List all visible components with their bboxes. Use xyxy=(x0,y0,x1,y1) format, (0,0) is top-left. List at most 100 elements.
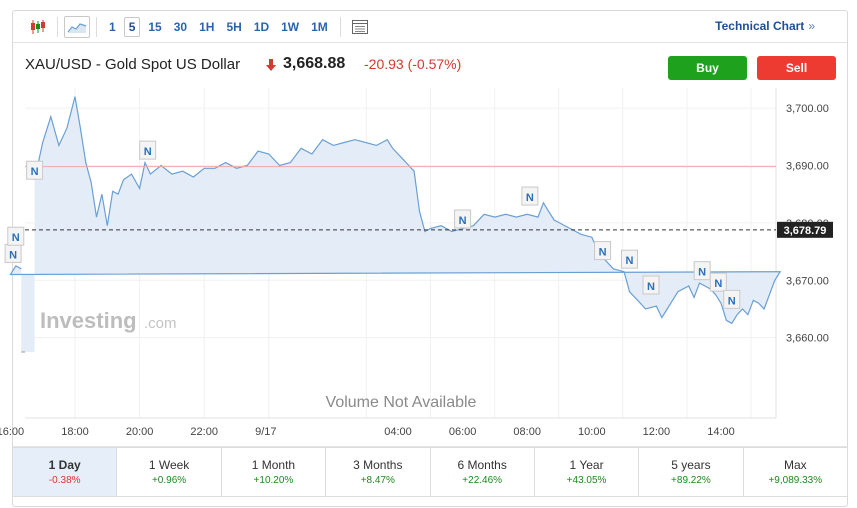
period-1-week[interactable]: 1 Week +0.96% xyxy=(117,447,222,497)
interval-30[interactable]: 30 xyxy=(173,19,188,34)
period-change: +10.20% xyxy=(253,475,294,486)
news-marker-box xyxy=(26,160,44,180)
x-tick-label: 10:00 xyxy=(578,426,606,438)
period-label: Max xyxy=(783,458,807,472)
period-label: 1 Month xyxy=(251,458,296,472)
period-1-year[interactable]: 1 Year +43.05% xyxy=(534,447,640,497)
news-marker-box xyxy=(693,261,711,281)
news-marker-label: N xyxy=(9,249,17,261)
investing-watermark-suffix: .com xyxy=(144,315,177,332)
x-tick-label: 06:00 xyxy=(449,426,477,438)
news-marker-box xyxy=(620,249,638,269)
sell-button[interactable]: Sell xyxy=(757,56,836,80)
period-label: 6 Months xyxy=(457,458,507,472)
technical-chart-label: Technical Chart xyxy=(715,19,805,33)
last-price: 3,668.88 xyxy=(283,55,346,72)
period-change: +0.96% xyxy=(151,475,187,486)
news-marker[interactable]: N xyxy=(521,186,539,206)
news-marker-label: N xyxy=(599,247,607,259)
interval-1h[interactable]: 1H xyxy=(199,19,215,34)
news-marker-label: N xyxy=(647,281,655,293)
chart-toolbar: 1 5 15 30 1H 5H 1D 1W 1M Technical Chart» xyxy=(13,11,847,43)
interval-1m[interactable]: 1M xyxy=(311,19,328,34)
x-tick-label: 22:00 xyxy=(190,426,218,438)
x-tick-label: 04:00 xyxy=(384,426,412,438)
volume-not-available: Volume Not Available xyxy=(326,394,477,411)
news-marker-label: N xyxy=(728,295,736,307)
current-price-label-box xyxy=(777,221,833,238)
toolbar-divider xyxy=(57,16,58,37)
news-marker[interactable]: N xyxy=(4,243,22,263)
table-icon[interactable] xyxy=(347,16,373,38)
news-marker[interactable]: N xyxy=(693,261,711,281)
down-arrow-icon xyxy=(266,58,276,76)
y-tick-label: 3,670.00 xyxy=(786,275,829,287)
interval-5h[interactable]: 5H xyxy=(226,19,242,34)
news-marker[interactable]: N xyxy=(723,289,741,309)
news-marker-label: N xyxy=(12,232,20,244)
performance-periods: 1 Day -0.38% 1 Week +0.96% 1 Month +10.20% 3 M… xyxy=(12,446,848,497)
instrument-header: XAU/USD - Gold Spot US Dollar 3,668.88 -… xyxy=(13,53,847,80)
interval-1[interactable]: 1 xyxy=(109,19,116,34)
x-tick-label: 18:00 xyxy=(61,426,89,438)
period-change: +43.05% xyxy=(566,475,607,486)
price-change: -20.93 (-0.57%) xyxy=(364,56,461,72)
period-label: 1 Day xyxy=(48,458,81,472)
period-3-months[interactable]: 3 Months +8.47% xyxy=(326,447,431,497)
news-marker-box xyxy=(521,186,539,206)
news-marker-box xyxy=(709,272,727,292)
news-marker[interactable]: N xyxy=(594,241,612,261)
x-tick-label: 16:00 xyxy=(0,426,24,438)
buy-button[interactable]: Buy xyxy=(668,56,747,80)
interval-15[interactable]: 15 xyxy=(148,19,162,34)
period-change: +9,089.33% xyxy=(768,475,823,486)
period-5-years[interactable]: 5 years +89.22% xyxy=(639,447,744,497)
toolbar-divider xyxy=(96,16,97,37)
x-tick-label: 14:00 xyxy=(707,426,735,438)
period-change: +22.46% xyxy=(462,475,503,486)
area-chart-icon[interactable] xyxy=(64,15,90,38)
news-marker[interactable]: N xyxy=(620,249,638,269)
period-6-months[interactable]: 6 Months +22.46% xyxy=(430,447,535,497)
price-chart[interactable]: 3,700.003,690.003,680.003,670.003,660.00… xyxy=(0,0,857,446)
news-marker-label: N xyxy=(714,278,722,290)
news-marker-box xyxy=(139,140,157,160)
investing-watermark: Investing xyxy=(40,308,137,333)
interval-1d[interactable]: 1D xyxy=(253,19,270,34)
period-1-month[interactable]: 1 Month +10.20% xyxy=(221,447,327,497)
news-marker[interactable]: N xyxy=(454,209,472,229)
instrument-title: XAU/USD - Gold Spot US Dollar xyxy=(25,56,241,73)
price-change-value: -20.93 xyxy=(364,56,404,72)
news-marker-label: N xyxy=(31,166,39,178)
period-change: +89.22% xyxy=(671,475,711,486)
y-tick-label: 3,660.00 xyxy=(786,333,829,345)
interval-5[interactable]: 5 xyxy=(123,16,141,37)
news-marker-label: N xyxy=(626,255,634,267)
interval-1w[interactable]: 1W xyxy=(281,19,300,34)
y-tick-label: 3,690.00 xyxy=(786,160,829,172)
news-marker-box xyxy=(642,275,660,295)
x-tick-label: 20:00 xyxy=(126,426,154,438)
period-change: -0.38% xyxy=(48,475,81,486)
chevron-right-icon: » xyxy=(808,19,815,33)
price-change-percent: (-0.57%) xyxy=(407,56,462,72)
current-price-label: 3,678.79 xyxy=(784,225,827,237)
period-label: 5 years xyxy=(671,458,711,472)
technical-chart-link[interactable]: Technical Chart» xyxy=(715,19,815,33)
news-marker[interactable]: N xyxy=(709,272,727,292)
x-tick-label: 08:00 xyxy=(513,426,541,438)
news-marker[interactable]: N xyxy=(642,275,660,295)
news-marker-label: N xyxy=(698,267,706,279)
news-marker[interactable]: N xyxy=(26,160,44,180)
period-1-day[interactable]: 1 Day -0.38% xyxy=(12,447,118,497)
candlestick-icon[interactable] xyxy=(25,16,51,38)
news-marker[interactable]: N xyxy=(139,140,157,160)
x-tick-label: 12:00 xyxy=(643,426,671,438)
news-marker[interactable]: N xyxy=(7,226,25,246)
period-change: +8.47% xyxy=(360,475,395,486)
news-marker-box xyxy=(723,289,741,309)
period-label: 1 Year xyxy=(569,458,604,472)
period-max[interactable]: Max +9,089.33% xyxy=(743,447,848,497)
news-marker-box xyxy=(594,241,612,261)
y-tick-label: 3,700.00 xyxy=(786,103,829,115)
